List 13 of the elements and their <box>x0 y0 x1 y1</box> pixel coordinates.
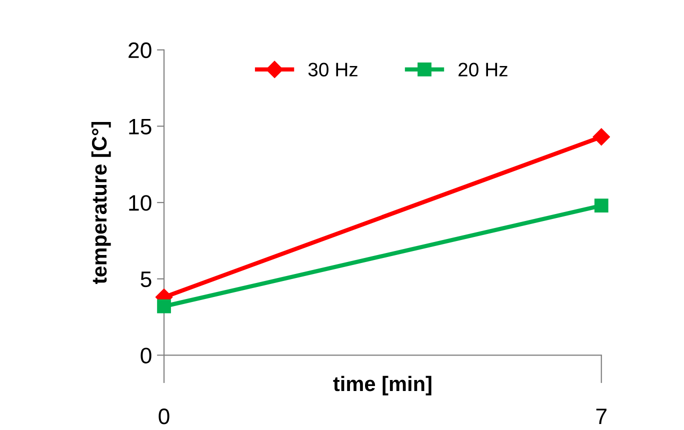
y-tick-label: 15 <box>129 118 152 134</box>
y-axis-title: temperature [C°] <box>91 122 111 284</box>
point <box>157 299 171 314</box>
x-tick-label: 7 <box>596 408 606 424</box>
legend-label: 20 Hz <box>458 62 508 76</box>
legend-label: 30 Hz <box>308 62 358 76</box>
y-tick-label: 5 <box>140 272 152 288</box>
y-tick-label: 0 <box>140 348 152 364</box>
y-tick-label: 20 <box>128 42 152 58</box>
x-axis-title: time [min] <box>333 376 432 396</box>
point <box>592 128 610 146</box>
y-tick-label: 10 <box>129 195 152 211</box>
point <box>594 198 608 213</box>
